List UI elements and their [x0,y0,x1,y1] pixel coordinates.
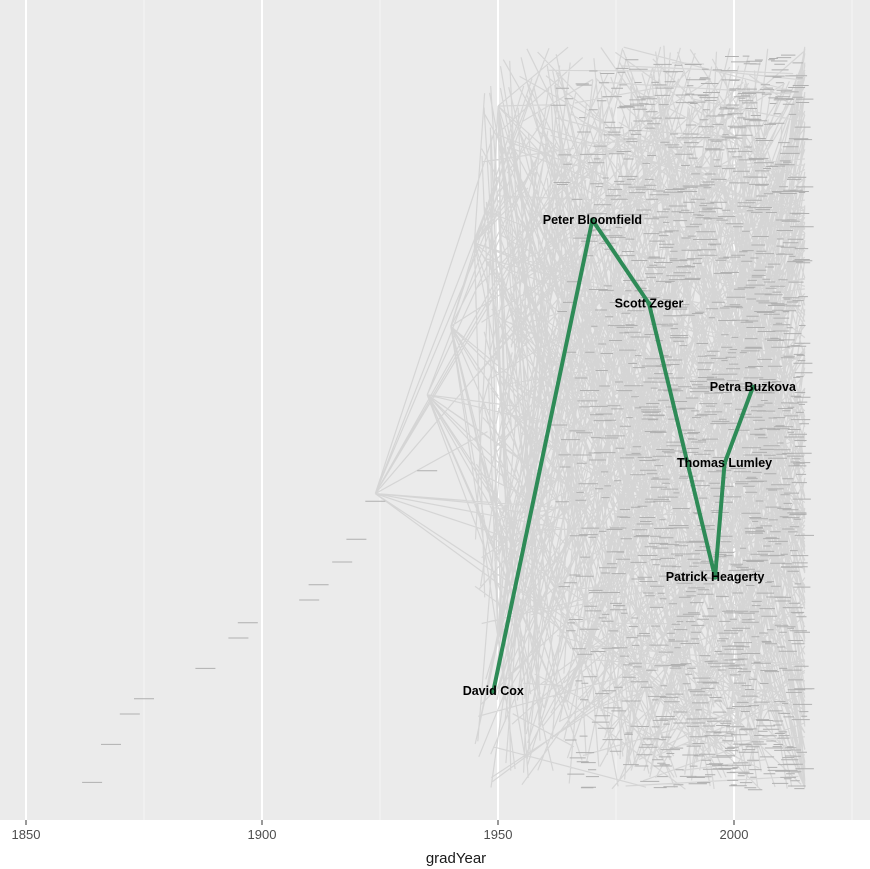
path-node-point [750,384,756,390]
path-node-point [646,301,652,307]
node-label: Scott Zeger [615,297,684,311]
node-label: Thomas Lumley [677,456,772,470]
x-tick-label: 1900 [248,827,277,842]
path-node-point [712,574,718,580]
x-axis-title: gradYear [426,850,486,867]
node-label: Petra Buzkova [710,380,797,394]
highlight-path [490,217,756,694]
highlight-path-line [491,218,755,692]
x-tick-label: 1950 [484,827,513,842]
path-node-point [722,460,728,466]
node-label: Patrick Heagerty [666,570,765,584]
path-node-point [490,688,496,694]
node-label: David Cox [463,684,524,698]
path-node-point [589,217,595,223]
x-tick-label: 2000 [720,827,749,842]
node-label: Peter Bloomfield [543,213,642,227]
background-nodes [82,54,815,791]
background-node-markers [82,54,815,791]
x-axis: 1850 1900 1950 2000 [12,820,749,842]
node-labels: David Cox Peter Bloomfield Scott Zeger Patr… [463,213,797,698]
x-tick-label: 1850 [12,827,41,842]
